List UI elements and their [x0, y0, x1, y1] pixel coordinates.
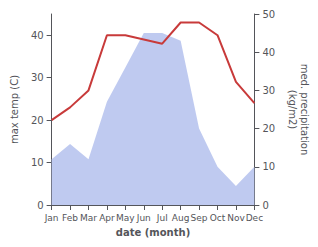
- svg-text:Sep: Sep: [191, 213, 208, 223]
- svg-text:Oct: Oct: [210, 213, 226, 223]
- svg-text:med. precipitation: med. precipitation: [299, 64, 310, 156]
- svg-text:0: 0: [37, 200, 43, 211]
- svg-text:0: 0: [262, 200, 268, 211]
- svg-text:10: 10: [262, 161, 275, 172]
- svg-text:Mar: Mar: [80, 213, 97, 223]
- svg-text:date (month): date (month): [116, 227, 190, 238]
- svg-text:20: 20: [31, 115, 44, 126]
- svg-text:40: 40: [262, 47, 275, 58]
- svg-text:10: 10: [31, 157, 44, 168]
- svg-text:20: 20: [262, 123, 275, 134]
- svg-text:Jun: Jun: [136, 213, 151, 223]
- svg-text:(kg/m2): (kg/m2): [287, 90, 298, 130]
- svg-text:Aug: Aug: [172, 213, 190, 223]
- svg-text:40: 40: [31, 30, 44, 41]
- svg-text:Jan: Jan: [44, 213, 59, 223]
- svg-text:May: May: [116, 213, 135, 223]
- svg-text:Jul: Jul: [156, 213, 168, 223]
- svg-text:max temp (C): max temp (C): [9, 75, 20, 144]
- svg-text:30: 30: [262, 85, 275, 96]
- svg-text:Feb: Feb: [62, 213, 78, 223]
- svg-text:30: 30: [31, 72, 44, 83]
- svg-text:50: 50: [262, 9, 275, 20]
- svg-text:Nov: Nov: [227, 213, 245, 223]
- svg-text:Dec: Dec: [246, 213, 263, 223]
- svg-text:Apr: Apr: [99, 213, 115, 223]
